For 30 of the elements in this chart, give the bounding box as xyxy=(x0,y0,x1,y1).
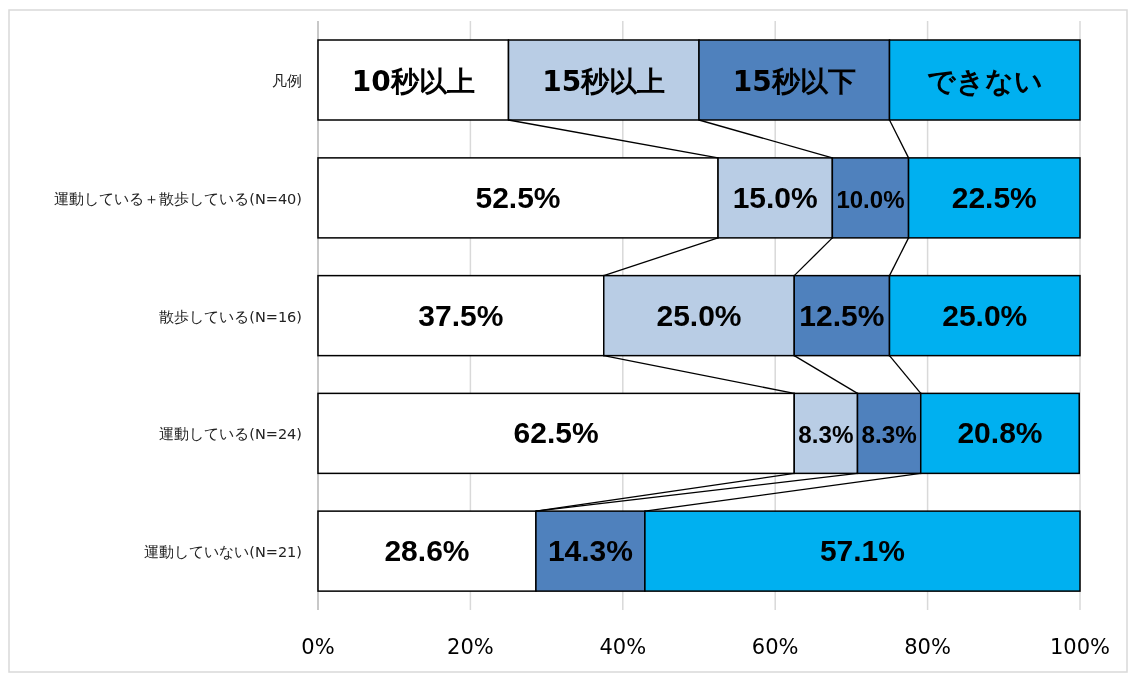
data-label: 62.5% xyxy=(513,416,599,450)
y-tick-label: 散歩している(N=16) xyxy=(159,308,302,325)
data-label: 8.3% xyxy=(861,421,917,449)
data-label: 37.5% xyxy=(418,298,504,332)
legend-title: 凡例 xyxy=(272,73,302,89)
y-tick-label: 運動していない(N=21) xyxy=(144,544,302,561)
data-label: 52.5% xyxy=(475,180,561,214)
data-label: 28.6% xyxy=(384,534,470,568)
data-label: 22.5% xyxy=(951,180,1037,214)
data-label: 57.1% xyxy=(819,534,905,568)
data-label: 25.0% xyxy=(656,298,742,332)
x-tick-label: 100% xyxy=(1049,635,1111,659)
data-label: 14.3% xyxy=(547,534,633,568)
x-tick-label: 0% xyxy=(301,635,335,659)
text: 15秒以上 xyxy=(542,65,666,98)
text: 10秒以上 xyxy=(351,65,475,98)
x-tick-label: 60% xyxy=(751,635,799,659)
y-tick-label: 運動している(N=24) xyxy=(159,426,302,443)
text: 15秒以下 xyxy=(732,65,856,98)
data-label: 20.8% xyxy=(957,416,1043,450)
x-tick-label: 40% xyxy=(599,635,647,659)
data-label: 25.0% xyxy=(942,298,1028,332)
data-label: 8.3% xyxy=(798,421,854,449)
y-tick-label: 運動している＋散歩している(N=40) xyxy=(54,190,302,207)
text: できない xyxy=(926,65,1043,98)
data-label: 15.0% xyxy=(732,180,818,214)
data-label: 10.0% xyxy=(836,185,905,213)
x-tick-label: 20% xyxy=(447,635,494,659)
x-tick-label: 80% xyxy=(904,635,951,659)
data-label: 12.5% xyxy=(799,298,885,332)
